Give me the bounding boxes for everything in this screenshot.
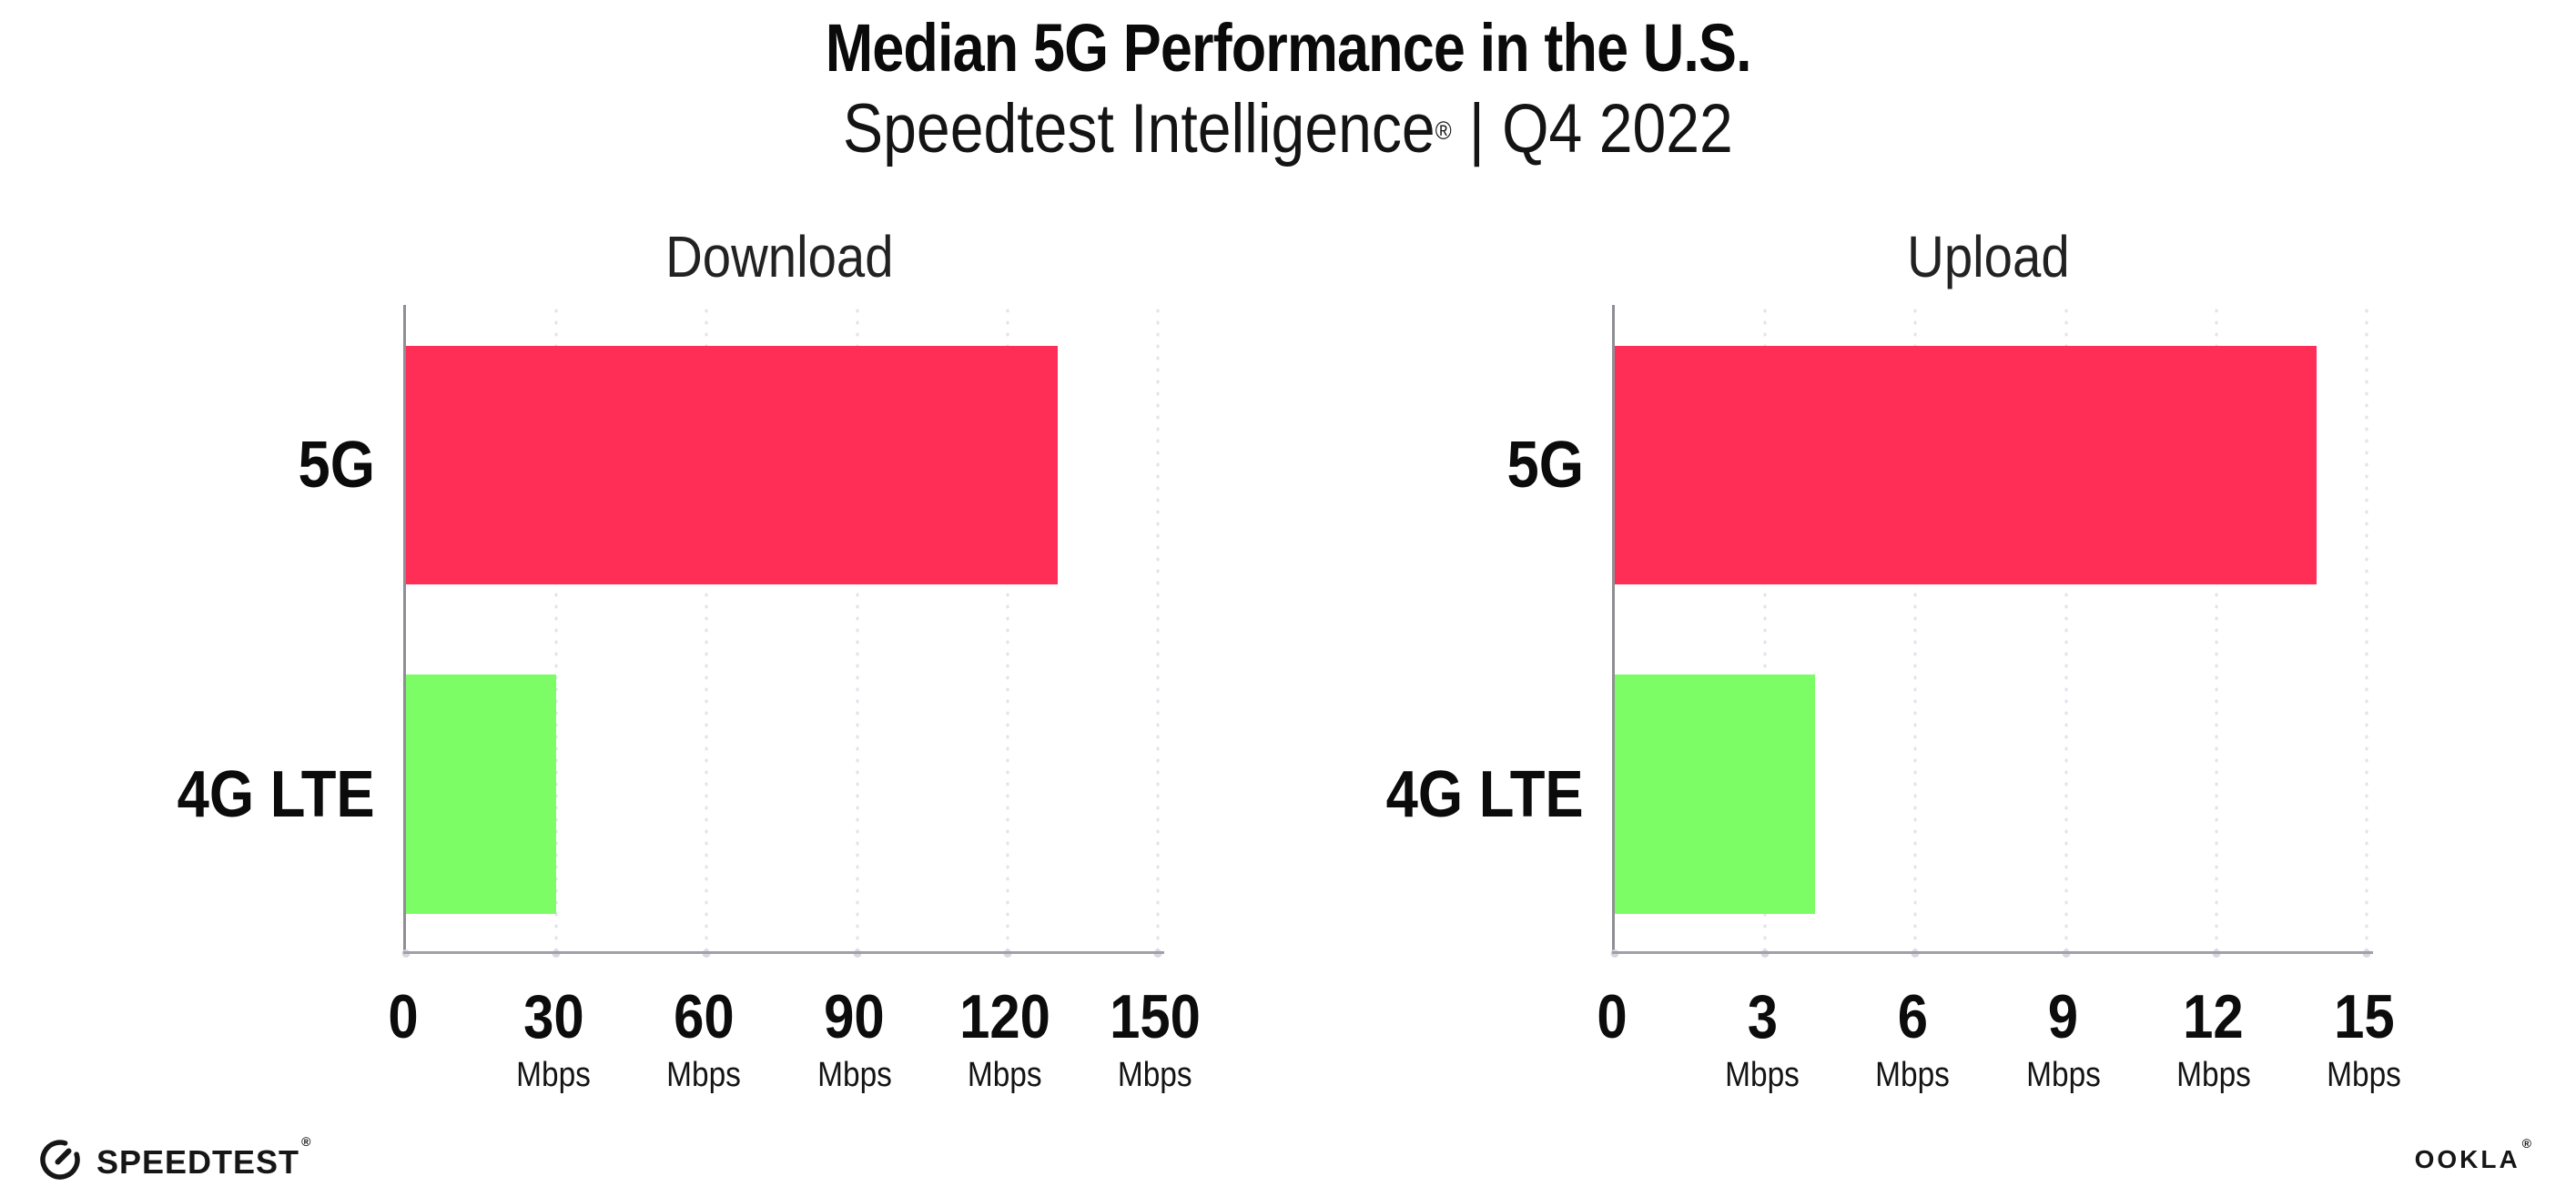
category-label-5g: 5G xyxy=(1506,429,1584,502)
x-tick-label: 150 Mbps xyxy=(1110,982,1201,1094)
page-title: Median 5G Performance in the U.S. xyxy=(825,10,1751,86)
x-tick-label: 60 Mbps xyxy=(666,982,742,1094)
x-tick-label: 120 Mbps xyxy=(958,982,1050,1094)
gridline xyxy=(705,305,708,959)
x-tick-label: 90 Mbps xyxy=(816,982,892,1094)
axis-tick-dot xyxy=(2362,949,2371,958)
bar-4g-lte xyxy=(1615,675,1816,914)
axis-tick-dot xyxy=(702,949,711,958)
category-label-5g: 5G xyxy=(298,429,375,502)
plot-area: 5G 4G LTE xyxy=(177,305,1164,959)
gridline xyxy=(856,305,859,959)
gridline xyxy=(1156,305,1160,959)
axis-tick-dot xyxy=(1760,949,1770,958)
x-tick-label: 15 Mbps xyxy=(2327,982,2401,1094)
ookla-logo: OOKLA® xyxy=(2414,1136,2534,1173)
subtitle-brand: Speedtest Intelligence xyxy=(843,90,1435,167)
axis-tick-dot xyxy=(401,949,411,958)
axis-tick-dot xyxy=(2212,949,2221,958)
gridline xyxy=(1006,305,1009,959)
gridline xyxy=(1913,305,1917,959)
page-subtitle: Speedtest Intelligence® | Q4 2022 xyxy=(0,86,2576,173)
subtitle-period: Q4 2022 xyxy=(1502,90,1733,167)
x-tick-label: 0 xyxy=(1597,982,1628,1051)
gridline xyxy=(2215,305,2218,959)
gridline xyxy=(2064,305,2068,959)
bar-4g-lte xyxy=(406,675,557,914)
x-axis-ticks: 0 3 Mbps 6 Mbps 9 Mbps 12 Mbps 15 Mbps xyxy=(1597,982,2401,1121)
x-tick-label: 3 Mbps xyxy=(1725,982,1800,1094)
ookla-registered-mark: ® xyxy=(2521,1136,2534,1151)
upload-chart: Upload 5G 4G LTE 0 3 Mbps 6 Mbps 9 Mbps 12 Mbps 15… xyxy=(1386,223,2401,1142)
download-chart: Download 5G 4G LTE 0 30 Mbps 60 Mbps 90 Mbps 120… xyxy=(177,223,1201,1142)
x-axis-ticks: 0 30 Mbps 60 Mbps 90 Mbps 120 Mbps 150 Mbps xyxy=(388,982,1201,1121)
bar-5g xyxy=(1615,346,2317,584)
speedtest-gauge-icon xyxy=(38,1138,82,1186)
category-label-4g-lte: 4G LTE xyxy=(1385,757,1584,831)
x-tick-label: 6 Mbps xyxy=(1875,982,1951,1094)
x-tick-label: 30 Mbps xyxy=(516,982,592,1094)
speedtest-registered-mark: ® xyxy=(301,1133,312,1149)
axis-tick-dot xyxy=(1911,949,1920,958)
subtitle-separator: | xyxy=(1468,90,1486,167)
axis-tick-dot xyxy=(853,949,862,958)
gridline xyxy=(554,305,558,959)
upload-chart-title: Upload xyxy=(1906,224,2070,289)
registered-mark: ® xyxy=(1435,117,1452,145)
gridline xyxy=(2365,305,2368,959)
x-tick-label: 0 xyxy=(388,982,419,1051)
axis-tick-dot xyxy=(1003,949,1012,958)
axis-tick-dot xyxy=(1153,949,1162,958)
bar-5g xyxy=(406,346,1058,584)
category-label-4g-lte: 4G LTE xyxy=(177,757,375,831)
x-tick-label: 12 Mbps xyxy=(2175,982,2251,1094)
axis-tick-dot xyxy=(552,949,561,958)
axis-tick-dot xyxy=(2062,949,2071,958)
gridline xyxy=(1763,305,1767,959)
x-tick-label: 9 Mbps xyxy=(2025,982,2101,1094)
plot-area: 5G 4G LTE xyxy=(1386,305,2373,959)
axis-tick-dot xyxy=(1610,949,1619,958)
speedtest-logo: SPEEDTEST® xyxy=(38,1133,312,1186)
download-chart-title: Download xyxy=(664,224,894,289)
speedtest-wordmark: SPEEDTEST® xyxy=(96,1133,312,1181)
